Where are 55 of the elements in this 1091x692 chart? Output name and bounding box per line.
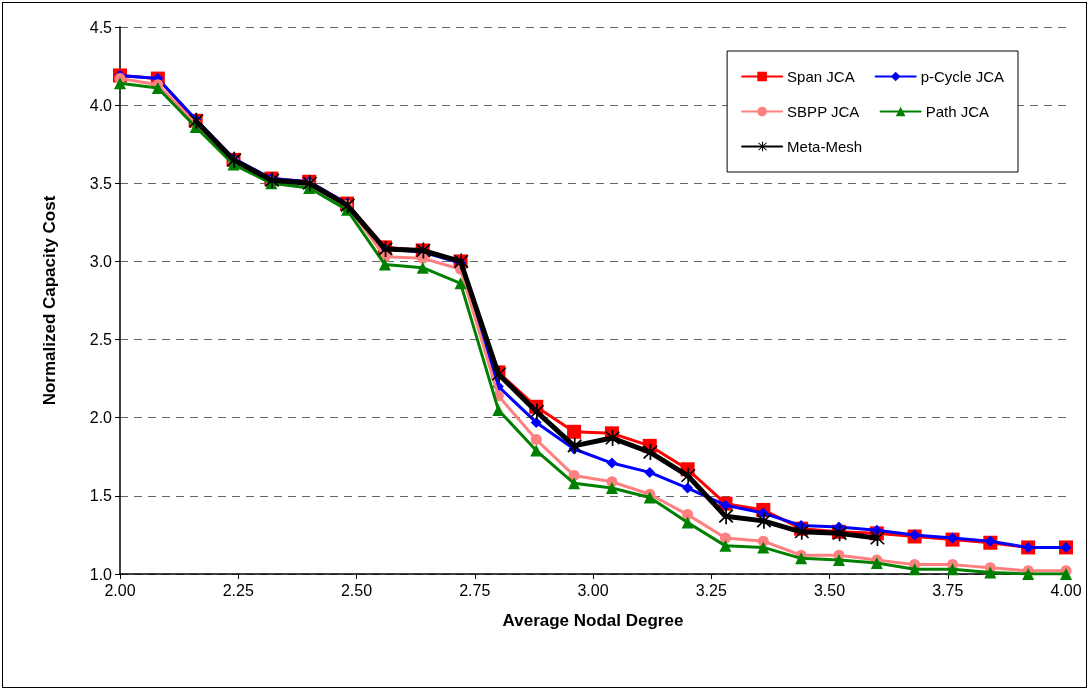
x-tick-label: 3.25 [695,581,727,599]
legend-label: Meta-Mesh [787,138,863,155]
point [567,424,582,439]
point [606,457,618,469]
point [832,553,845,566]
point [682,482,694,494]
point [795,552,808,565]
point [530,434,542,446]
point [644,466,656,478]
point [528,403,545,420]
point [717,508,734,525]
legend-label: SBPP JCA [787,103,860,120]
point [984,566,997,579]
y-tick-label: 2.5 [89,331,113,349]
point [682,509,694,521]
point [643,491,656,504]
x-tick-label: 2.25 [222,581,254,599]
point [454,277,467,290]
y-tick-label: 3.5 [89,174,113,192]
point [114,77,126,90]
x-tick-label: 3.00 [577,581,609,599]
point [416,261,429,274]
y-tick-label: 1.0 [89,565,113,583]
point [681,516,694,529]
point [530,416,542,428]
point [793,523,810,540]
point [378,258,391,271]
point [605,482,618,495]
point [908,563,921,576]
point [679,467,696,484]
point [566,437,583,454]
y-tick-label: 3.0 [89,252,113,270]
point [871,524,883,536]
x-tick-label: 2.50 [340,581,373,599]
x-tick-label: 4.00 [1050,581,1082,599]
x-axis-title: Average Nodal Degree [502,611,684,630]
point [568,477,581,490]
point [870,557,883,570]
x-tick-label: 2.00 [104,581,136,599]
point [757,541,770,554]
legend-label: Span JCA [787,68,855,85]
y-tick-label: 2.0 [89,409,113,427]
y-axis-title: Normalized Capacity Cost [40,195,59,406]
y-tick-label: 1.5 [89,487,113,505]
point [492,403,505,416]
point [719,539,732,552]
x-tick-label: 3.50 [813,581,846,599]
x-tick-label: 2.75 [459,581,491,599]
point [755,512,772,529]
legend-label: p-Cycle JCA [920,68,1005,85]
legend-label: Path JCA [925,103,990,120]
point [946,563,959,576]
y-tick-label: 4.0 [89,96,113,114]
x-tick-label: 3.75 [932,581,964,599]
y-tick-label: 4.5 [89,18,113,36]
